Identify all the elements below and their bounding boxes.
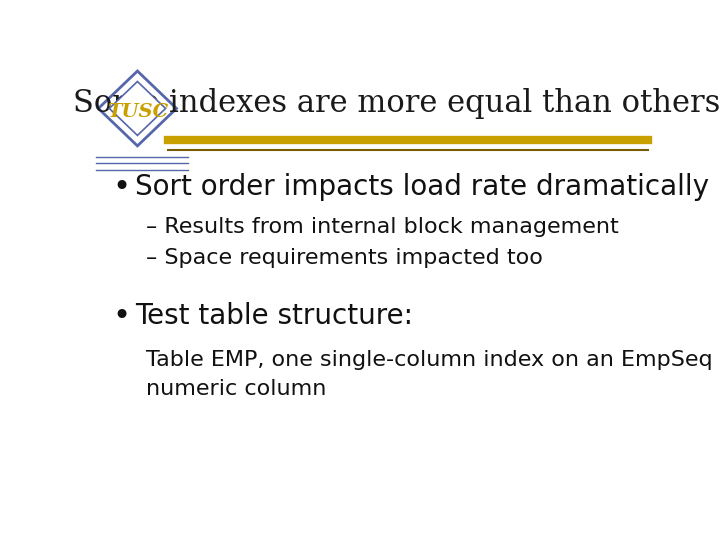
Text: •: •: [112, 302, 130, 331]
Polygon shape: [99, 71, 176, 146]
Text: – Space requirements impacted too: – Space requirements impacted too: [145, 248, 543, 268]
Text: •: •: [112, 173, 130, 202]
Text: Table EMP, one single-column index on an EmpSeq
numeric column: Table EMP, one single-column index on an…: [145, 349, 712, 399]
Text: Sort order impacts load rate dramatically: Sort order impacts load rate dramaticall…: [135, 173, 708, 201]
Text: Test table structure:: Test table structure:: [135, 302, 413, 330]
Polygon shape: [109, 82, 166, 136]
Text: Some indexes are more equal than others: Some indexes are more equal than others: [73, 87, 720, 119]
Text: – Results from internal block management: – Results from internal block management: [145, 217, 618, 237]
Text: TUSC: TUSC: [107, 103, 168, 121]
